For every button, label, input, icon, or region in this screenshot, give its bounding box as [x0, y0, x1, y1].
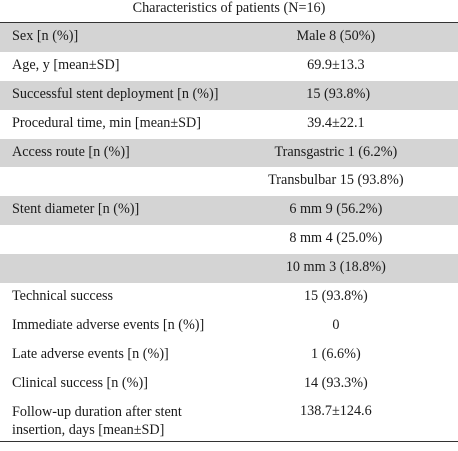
row-label: Technical success [12, 288, 114, 305]
row-label: Successful stent deployment [n (%)] [12, 85, 219, 102]
table-row: 8 mm 4 (25.0%) [0, 225, 458, 254]
table-row: Transbulbar 15 (93.8%) [0, 167, 458, 196]
table-row: Age, y [mean±SD] 69.9±13.3 [0, 52, 458, 81]
row-value: 1 (6.6%) [311, 345, 361, 362]
table-row: 10 mm 3 (18.8%) [0, 254, 458, 284]
row-value: 0 [332, 316, 340, 333]
row-label [0, 254, 214, 259]
row-label: Follow-up duration after stent insertion… [12, 403, 182, 438]
row-value: 138.7±124.6 [300, 402, 372, 419]
row-label [0, 167, 214, 172]
row-value: 39.4±22.1 [307, 114, 365, 131]
row-label: Stent diameter [n (%)] [12, 201, 140, 218]
table-row: Procedural time, min [mean±SD] 39.4±22.1 [0, 110, 458, 139]
table-row: Late adverse events [n (%)] 1 (6.6%) [0, 341, 458, 370]
row-label: Immediate adverse events [n (%)] [12, 316, 205, 333]
row-label: Age, y [mean±SD] [12, 56, 120, 73]
row-value: 69.9±13.3 [307, 56, 365, 73]
row-value: 14 (93.3%) [303, 374, 368, 391]
table-row: Follow-up duration after stent insertion… [0, 399, 458, 441]
table-row: Successful stent deployment [n (%)] 15 (… [0, 80, 458, 110]
row-label [0, 225, 214, 230]
table-caption: Characteristics of patients (N=16) [132, 0, 326, 16]
row-value: Transgastric 1 (6.2%) [274, 143, 398, 160]
table-row: Stent diameter [n (%)] 6 mm 9 (56.2%) [0, 196, 458, 226]
patient-characteristics-table: Sex [n (%)] Male 8 (50%) Age, y [mean±SD… [0, 22, 458, 442]
table-row: Technical success 15 (93.8%) [0, 283, 458, 312]
row-label: Sex [n (%)] [12, 28, 79, 44]
row-value: 15 (93.8%) [306, 85, 371, 102]
table-row: Immediate adverse events [n (%)] 0 [0, 312, 458, 341]
row-value: 10 mm 3 (18.8%) [285, 259, 386, 276]
row-value: 6 mm 9 (56.2%) [289, 201, 383, 218]
row-value: Male 8 (50%) [296, 28, 376, 44]
row-label: Procedural time, min [mean±SD] [12, 114, 202, 131]
table-row: Access route [n (%)] Transgastric 1 (6.2… [0, 138, 458, 168]
row-label: Clinical success [n (%)] [12, 374, 148, 391]
table-row: Sex [n (%)] Male 8 (50%) [0, 23, 458, 52]
table-row: Clinical success [n (%)] 14 (93.3%) [0, 370, 458, 399]
row-value: 15 (93.8%) [303, 288, 368, 305]
row-value: Transbulbar 15 (93.8%) [268, 172, 404, 189]
row-label: Late adverse events [n (%)] [12, 345, 169, 362]
row-label: Access route [n (%)] [12, 143, 130, 160]
row-value: 8 mm 4 (25.0%) [289, 230, 383, 247]
